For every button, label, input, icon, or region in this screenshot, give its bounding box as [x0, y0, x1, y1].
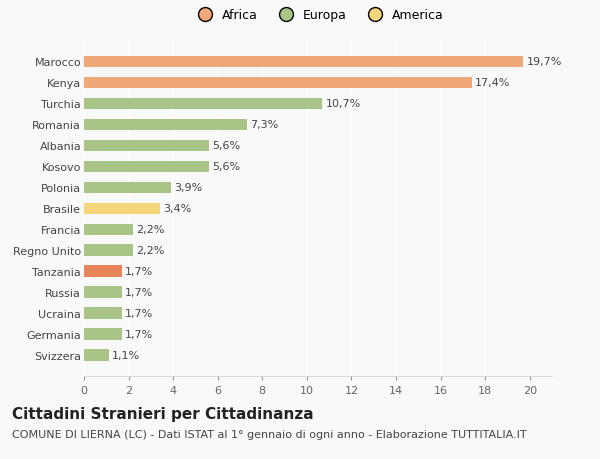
Text: 7,3%: 7,3%: [250, 120, 278, 130]
Text: Cittadini Stranieri per Cittadinanza: Cittadini Stranieri per Cittadinanza: [12, 406, 314, 421]
Bar: [84, 308, 122, 319]
Text: 10,7%: 10,7%: [326, 99, 361, 109]
Text: 5,6%: 5,6%: [212, 141, 240, 151]
Bar: [84, 98, 322, 110]
Text: 2,2%: 2,2%: [136, 225, 165, 235]
Text: 1,1%: 1,1%: [112, 350, 140, 360]
Bar: [84, 350, 109, 361]
Bar: [84, 245, 133, 257]
Bar: [84, 161, 209, 173]
Text: 2,2%: 2,2%: [136, 246, 165, 256]
Bar: [84, 119, 247, 131]
Text: 5,6%: 5,6%: [212, 162, 240, 172]
Text: COMUNE DI LIERNA (LC) - Dati ISTAT al 1° gennaio di ogni anno - Elaborazione TUT: COMUNE DI LIERNA (LC) - Dati ISTAT al 1°…: [12, 429, 527, 439]
Bar: [84, 287, 122, 298]
Text: 1,7%: 1,7%: [125, 330, 154, 340]
Bar: [84, 140, 209, 152]
Bar: [84, 56, 523, 68]
Text: 1,7%: 1,7%: [125, 288, 154, 297]
Text: 17,4%: 17,4%: [475, 78, 511, 88]
Text: 1,7%: 1,7%: [125, 308, 154, 319]
Bar: [84, 224, 133, 235]
Text: 3,4%: 3,4%: [163, 204, 191, 214]
Bar: [84, 266, 122, 277]
Legend: Africa, Europa, America: Africa, Europa, America: [187, 4, 449, 27]
Bar: [84, 78, 472, 89]
Bar: [84, 182, 171, 194]
Text: 3,9%: 3,9%: [174, 183, 203, 193]
Text: 19,7%: 19,7%: [526, 57, 562, 67]
Text: 1,7%: 1,7%: [125, 267, 154, 277]
Bar: [84, 203, 160, 215]
Bar: [84, 329, 122, 340]
